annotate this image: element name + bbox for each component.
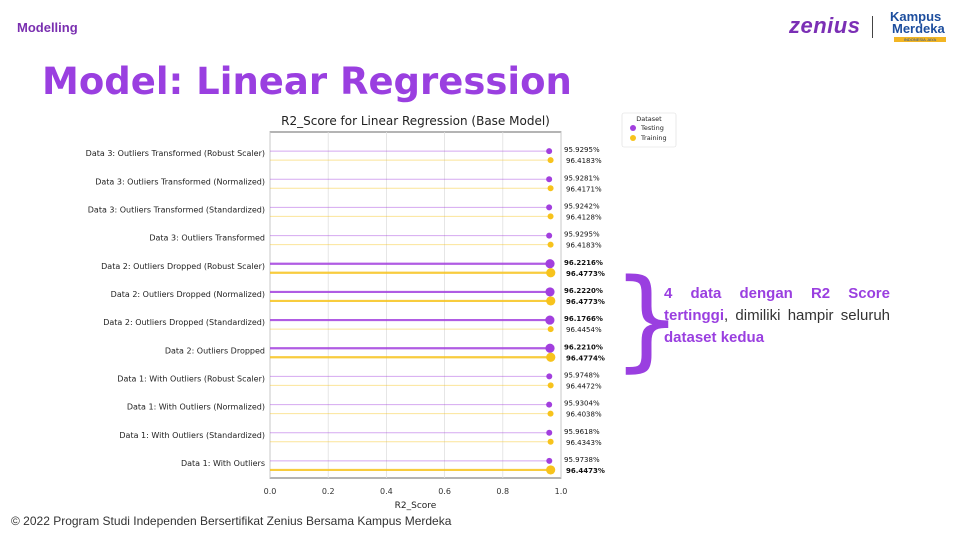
training-point	[546, 352, 556, 362]
training-point	[547, 382, 554, 389]
testing-point	[546, 373, 553, 380]
plot-area	[269, 131, 562, 479]
logo-divider	[872, 16, 873, 38]
testing-value-label: 95.9281%	[564, 174, 600, 182]
testing-point	[546, 148, 553, 155]
section-label: Modelling	[17, 20, 78, 35]
training-value-label: 96.4343%	[566, 439, 602, 447]
category-label: Data 1: With Outliers (Standardized)	[119, 431, 265, 440]
indonesia-jaya-logo-text: INDONESIA JAYA	[894, 37, 946, 42]
x-tick-label: 0.0	[264, 487, 277, 496]
training-point	[547, 241, 554, 248]
training-value-label: 96.4171%	[566, 185, 602, 193]
category-label: Data 2: Outliers Dropped (Standardized)	[103, 318, 265, 327]
training-point	[547, 326, 554, 333]
testing-point	[546, 176, 553, 183]
training-point	[546, 268, 556, 278]
note-highlight-top: 4 data dengan R2 Score tertinggi	[664, 285, 890, 324]
testing-point	[546, 401, 553, 408]
legend-entry: Testing	[640, 124, 664, 132]
training-value-label: 96.4128%	[566, 213, 602, 221]
testing-point	[545, 287, 555, 297]
category-label: Data 1: With Outliers (Robust Scaler)	[117, 374, 265, 383]
testing-value-label: 95.9295%	[564, 146, 600, 154]
x-tick-label: 0.2	[322, 487, 335, 496]
training-value-label: 96.4773%	[566, 270, 605, 278]
training-value-label: 96.4774%	[566, 354, 605, 362]
category-label: Data 2: Outliers Dropped (Robust Scaler)	[101, 262, 265, 271]
training-point	[547, 213, 554, 220]
testing-value-label: 95.9748%	[564, 371, 600, 379]
category-label: Data 3: Outliers Transformed (Normalized…	[95, 177, 265, 186]
legend-marker	[630, 135, 636, 141]
legend-entry: Training	[640, 134, 667, 142]
x-tick-label: 0.4	[380, 487, 393, 496]
testing-value-label: 96.2220%	[564, 287, 603, 295]
x-tick-label: 0.6	[438, 487, 451, 496]
highlight-note: 4 data dengan R2 Score tertinggi, dimili…	[664, 283, 890, 349]
testing-value-label: 95.9738%	[564, 456, 600, 464]
legend-marker	[630, 125, 636, 131]
category-label: Data 1: With Outliers	[181, 459, 265, 468]
category-label: Data 3: Outliers Transformed	[149, 234, 265, 243]
testing-value-label: 95.9618%	[564, 428, 600, 436]
page-title: Model: Linear Regression	[42, 60, 572, 103]
training-point	[547, 410, 554, 417]
zenius-logo: zenius	[789, 13, 861, 38]
testing-value-label: 96.1766%	[564, 315, 603, 323]
brace-icon: }	[612, 255, 682, 383]
training-point	[547, 438, 554, 445]
training-value-label: 96.4773%	[566, 298, 605, 306]
category-label: Data 3: Outliers Transformed (Robust Sca…	[86, 149, 265, 158]
footer-copyright: © 2022 Program Studi Independen Berserti…	[11, 514, 452, 528]
category-label: Data 1: With Outliers (Normalized)	[127, 403, 265, 412]
category-label: Data 3: Outliers Transformed (Standardiz…	[88, 205, 265, 214]
testing-point	[545, 259, 555, 269]
testing-value-label: 95.9295%	[564, 231, 600, 239]
chart-title: R2_Score for Linear Regression (Base Mod…	[281, 114, 550, 128]
testing-point	[546, 457, 553, 464]
training-point	[546, 465, 556, 475]
testing-value-label: 96.2216%	[564, 259, 603, 267]
note-text: , dimiliki hampir seluruh	[724, 307, 890, 324]
training-point	[547, 157, 554, 164]
kampus-logo-text: Kampus	[890, 9, 942, 24]
note-highlight-dataset: dataset kedua	[664, 329, 765, 346]
testing-value-label: 95.9242%	[564, 202, 600, 210]
testing-value-label: 96.2210%	[564, 343, 603, 351]
training-value-label: 96.4454%	[566, 326, 602, 334]
testing-point	[545, 315, 555, 325]
training-value-label: 96.4473%	[566, 467, 605, 475]
kampus-merdeka-logo: Kampus Merdeka INDONESIA JAYA	[890, 10, 950, 42]
category-label: Data 2: Outliers Dropped	[165, 346, 265, 355]
category-label: Data 2: Outliers Dropped (Normalized)	[111, 290, 265, 299]
merdeka-logo-text: Merdeka	[892, 21, 945, 36]
legend-title: Dataset	[636, 115, 662, 123]
testing-point	[546, 232, 553, 239]
x-tick-label: 0.8	[496, 487, 509, 496]
testing-point	[546, 204, 553, 211]
training-value-label: 96.4038%	[566, 411, 602, 419]
testing-point	[546, 429, 553, 436]
training-value-label: 96.4183%	[566, 157, 602, 165]
x-axis-label: R2_Score	[395, 501, 437, 511]
training-point	[546, 296, 556, 306]
training-point	[547, 185, 554, 192]
training-value-label: 96.4472%	[566, 382, 602, 390]
x-tick-label: 1.0	[555, 487, 568, 496]
training-value-label: 96.4183%	[566, 242, 602, 250]
testing-value-label: 95.9304%	[564, 400, 600, 408]
testing-point	[545, 343, 555, 353]
